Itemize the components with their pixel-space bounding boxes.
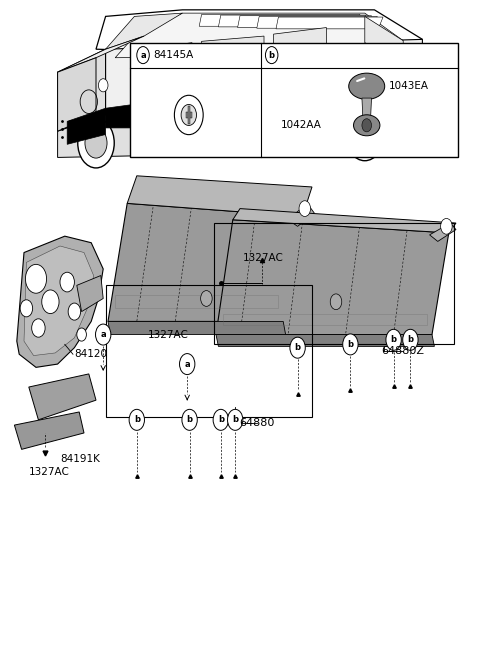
Circle shape <box>68 303 81 320</box>
Text: b: b <box>348 340 353 349</box>
Circle shape <box>96 324 111 345</box>
Polygon shape <box>58 49 106 131</box>
Text: 1043EA: 1043EA <box>388 81 428 91</box>
Circle shape <box>181 104 196 125</box>
Polygon shape <box>288 203 314 226</box>
Circle shape <box>182 409 197 430</box>
Polygon shape <box>430 223 456 241</box>
Text: b: b <box>408 335 413 344</box>
Text: b: b <box>269 51 275 60</box>
Circle shape <box>42 290 59 314</box>
Circle shape <box>386 329 401 350</box>
Circle shape <box>85 128 107 158</box>
Polygon shape <box>17 236 103 367</box>
Polygon shape <box>362 98 372 119</box>
Polygon shape <box>115 13 403 58</box>
Text: a: a <box>140 51 146 60</box>
Text: b: b <box>391 335 396 344</box>
Circle shape <box>362 119 372 132</box>
Circle shape <box>98 79 108 92</box>
Text: 1042AA: 1042AA <box>280 120 321 131</box>
Bar <box>214 223 454 344</box>
Polygon shape <box>216 220 449 335</box>
Circle shape <box>32 319 45 337</box>
Polygon shape <box>199 14 360 26</box>
Circle shape <box>299 201 311 216</box>
Polygon shape <box>238 16 372 28</box>
Circle shape <box>25 264 47 293</box>
Circle shape <box>343 334 358 355</box>
Polygon shape <box>274 28 326 59</box>
Polygon shape <box>134 43 192 75</box>
Text: b: b <box>218 415 224 424</box>
Text: 1327AC: 1327AC <box>242 253 283 263</box>
Text: 1327AC: 1327AC <box>29 467 70 478</box>
Circle shape <box>360 128 370 141</box>
Polygon shape <box>67 108 106 144</box>
Circle shape <box>265 47 278 64</box>
Circle shape <box>137 47 149 64</box>
Polygon shape <box>108 203 302 321</box>
Polygon shape <box>186 112 192 117</box>
Circle shape <box>346 108 384 161</box>
Text: 84145A: 84145A <box>154 50 194 60</box>
Text: 1327AC: 1327AC <box>147 329 189 340</box>
Circle shape <box>403 329 418 350</box>
Circle shape <box>228 409 243 430</box>
Polygon shape <box>216 335 434 346</box>
Circle shape <box>60 272 74 292</box>
Polygon shape <box>127 176 312 216</box>
Text: 84120: 84120 <box>74 349 108 359</box>
Polygon shape <box>276 17 383 29</box>
Circle shape <box>213 409 228 430</box>
Text: a: a <box>184 359 190 369</box>
Polygon shape <box>77 276 103 312</box>
Circle shape <box>180 354 195 375</box>
Ellipse shape <box>348 73 385 99</box>
Polygon shape <box>106 13 182 49</box>
Text: 84191K: 84191K <box>60 454 100 464</box>
Polygon shape <box>14 412 84 449</box>
Polygon shape <box>106 39 422 141</box>
Text: b: b <box>134 415 140 424</box>
Bar <box>106 285 312 417</box>
Text: 64880: 64880 <box>239 418 275 428</box>
Ellipse shape <box>353 115 380 136</box>
Polygon shape <box>58 115 422 157</box>
Polygon shape <box>257 16 377 28</box>
Circle shape <box>201 291 212 306</box>
Circle shape <box>78 118 114 168</box>
Polygon shape <box>233 209 456 233</box>
Circle shape <box>441 218 452 234</box>
Text: b: b <box>232 415 238 424</box>
Text: b: b <box>187 415 192 424</box>
Text: 64880Z: 64880Z <box>382 346 425 356</box>
Circle shape <box>290 337 305 358</box>
Circle shape <box>174 95 203 134</box>
Bar <box>130 43 458 157</box>
Circle shape <box>20 300 33 317</box>
Polygon shape <box>29 374 96 420</box>
Polygon shape <box>108 321 286 335</box>
Polygon shape <box>58 36 144 72</box>
Text: b: b <box>295 343 300 352</box>
Circle shape <box>330 294 342 310</box>
Polygon shape <box>58 58 96 131</box>
Polygon shape <box>24 246 94 356</box>
Polygon shape <box>96 10 422 56</box>
Polygon shape <box>365 16 403 62</box>
Circle shape <box>353 118 377 151</box>
Circle shape <box>129 409 144 430</box>
Text: a: a <box>100 330 106 339</box>
Polygon shape <box>106 95 288 128</box>
Circle shape <box>77 328 86 341</box>
Polygon shape <box>188 106 190 124</box>
Polygon shape <box>202 36 264 66</box>
Polygon shape <box>218 15 366 27</box>
